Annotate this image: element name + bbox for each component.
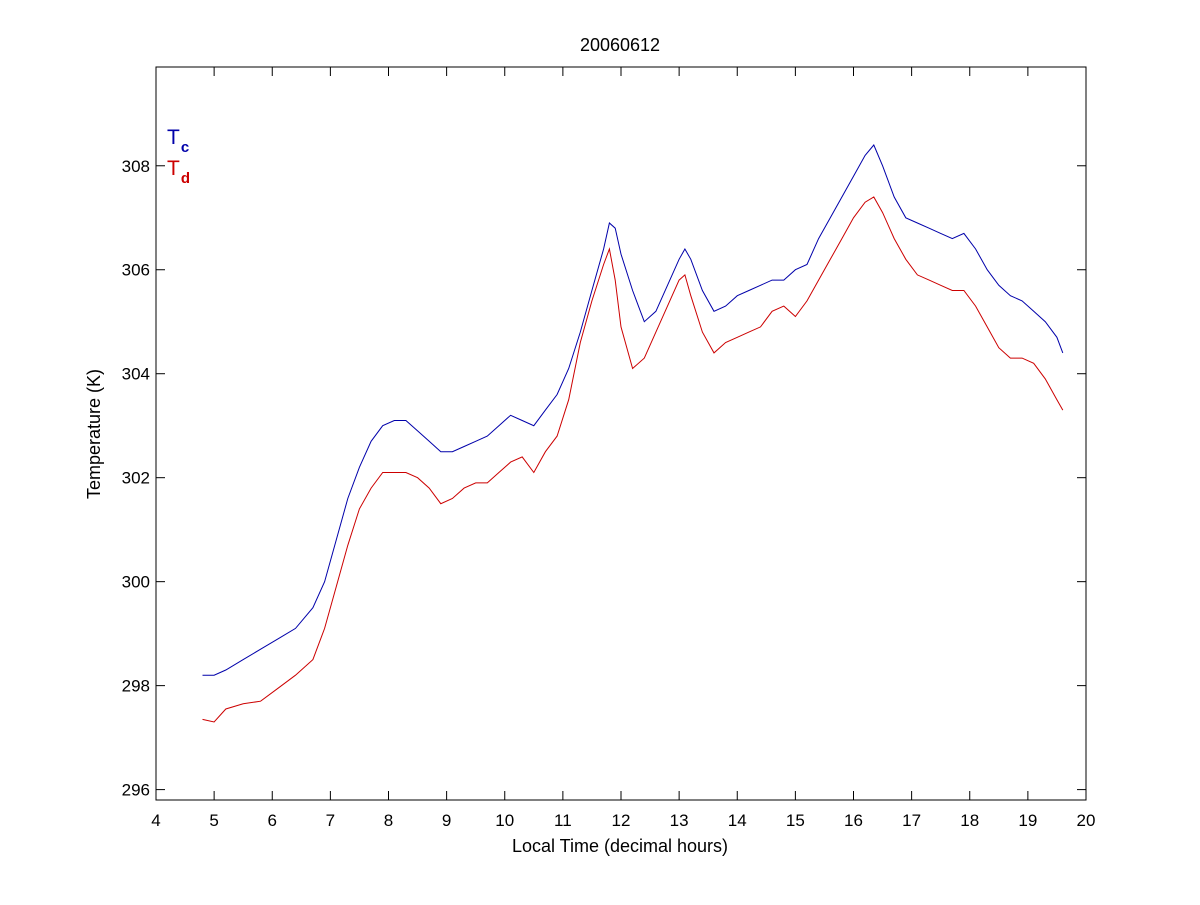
x-tick-label: 15 — [786, 811, 805, 830]
x-tick-label: 13 — [670, 811, 689, 830]
x-tick-label: 8 — [384, 811, 393, 830]
series-line-tc — [202, 144, 1064, 676]
x-tick-label: 19 — [1018, 811, 1037, 830]
x-tick-label: 4 — [151, 811, 160, 830]
y-tick-label: 308 — [122, 157, 150, 176]
x-tick-label: 10 — [495, 811, 514, 830]
legend-entry-td: Td — [167, 157, 190, 187]
x-tick-label: 17 — [902, 811, 921, 830]
x-tick-label: 12 — [612, 811, 631, 830]
x-tick-label: 11 — [554, 811, 572, 830]
chart-title: 20060612 — [580, 35, 660, 55]
x-tick-label: 16 — [844, 811, 863, 830]
y-tick-label: 302 — [122, 469, 150, 488]
series-layer — [202, 144, 1064, 723]
plot-area-frame — [155, 66, 1087, 801]
legend-entry-tc: Tc — [167, 126, 189, 156]
y-tick-label: 306 — [122, 261, 150, 280]
x-tick-label: 7 — [326, 811, 335, 830]
y-axis-title: Temperature (K) — [84, 369, 104, 499]
x-tick-label: 5 — [209, 811, 218, 830]
x-tick-label: 9 — [442, 811, 451, 830]
x-tick-label: 20 — [1077, 811, 1096, 830]
x-tick-label: 6 — [268, 811, 277, 830]
x-tick-label: 18 — [960, 811, 979, 830]
series-line-td — [202, 196, 1064, 723]
x-tick-label: 14 — [728, 811, 747, 830]
y-tick-label: 304 — [122, 365, 150, 384]
ticks-layer: 4 5 6 7 8 9 10 11 12 13 14 15 16 17 18 19 20 296 298 300 302… — [122, 67, 1096, 830]
y-tick-label: 296 — [122, 781, 150, 800]
y-tick-label: 298 — [122, 677, 150, 696]
x-axis-title: Local Time (decimal hours) — [512, 836, 728, 856]
y-tick-label: 300 — [122, 573, 150, 592]
